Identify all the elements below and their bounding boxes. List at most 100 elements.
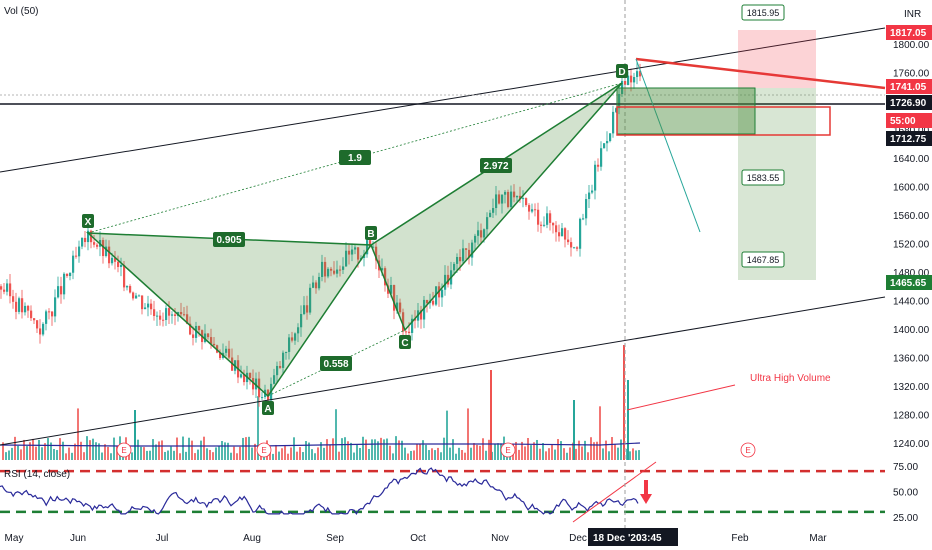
candle-body [6, 283, 9, 292]
candle-body [0, 286, 3, 290]
earnings-marker: E [261, 446, 266, 455]
volume-bar [536, 439, 538, 460]
candle-body [54, 297, 57, 317]
volume-bar [494, 443, 496, 460]
volume-bar [473, 443, 475, 460]
candle-body [597, 164, 600, 167]
price-tag-box [886, 95, 932, 110]
volume-bar [167, 450, 169, 460]
down-arrow-icon [640, 480, 652, 504]
volume-bar [575, 448, 577, 460]
volume-bar [314, 453, 316, 460]
volume-bar [296, 451, 298, 460]
candle-body [633, 77, 636, 83]
y-tick-label: 1240.00 [893, 439, 930, 450]
earnings-icon [500, 442, 516, 458]
volume-bar [65, 453, 67, 460]
volume-bar [614, 444, 616, 460]
volume-bar [158, 441, 160, 460]
volume-bar [482, 438, 484, 460]
candle-body [12, 296, 15, 302]
price-tag-label: 1817.05 [890, 28, 927, 39]
candle-body [297, 327, 300, 334]
candle-body [243, 374, 246, 383]
volume-bar [218, 446, 220, 460]
candle-body [210, 337, 213, 344]
pattern-point-a: A [264, 404, 271, 415]
rsi-trendline [572, 461, 657, 523]
volume-bar [329, 444, 331, 460]
volume-bar [431, 448, 433, 460]
volume-bar [32, 438, 34, 460]
volume-bar [440, 452, 442, 460]
candle-body [489, 212, 492, 218]
volume-bar [521, 441, 523, 460]
candle-body [528, 205, 531, 212]
candle-body [57, 286, 60, 298]
volume-bar [233, 446, 235, 460]
volume-bar [368, 448, 370, 460]
pattern-point-a-badge [262, 401, 274, 415]
earnings-icon [116, 442, 132, 458]
volume-bar [188, 437, 190, 460]
candle-body [594, 164, 597, 191]
candle-body [480, 230, 483, 238]
volume-bar [47, 438, 49, 460]
candle-body [405, 331, 408, 333]
volume-bar [605, 440, 607, 460]
volume-bar [629, 451, 631, 460]
candle-body [249, 372, 252, 379]
volume-bar [449, 447, 451, 460]
volume-bar [227, 442, 229, 460]
volume-bar [386, 438, 388, 460]
volume-bar [293, 437, 295, 460]
candle-body [336, 269, 339, 274]
candle-body [369, 240, 372, 247]
volume-bar [89, 440, 91, 460]
candle-body [459, 257, 462, 262]
candle-body [294, 333, 297, 341]
candle-body [48, 311, 51, 313]
candle-body [330, 268, 333, 271]
volume-bar [11, 447, 13, 460]
volume-bar [92, 438, 94, 460]
rsi-label: RSI (14, close) [4, 469, 70, 480]
candle-body [105, 246, 108, 257]
volume-bar [383, 439, 385, 460]
candle-body [300, 314, 303, 328]
y-tick-label: 1560.00 [893, 211, 930, 222]
volume-bar [620, 439, 622, 460]
candle-body [339, 269, 342, 271]
target-label: 1467.85 [747, 255, 780, 265]
volume-bar [68, 447, 70, 460]
ratio-label: 0.558 [323, 359, 348, 370]
candle-body [126, 286, 129, 288]
volume-bar [41, 447, 43, 460]
candle-body [513, 191, 516, 198]
candle-body [186, 314, 189, 324]
candle-body [618, 93, 621, 109]
pattern-point-c: C [401, 338, 408, 349]
candle-body [312, 282, 315, 288]
candle-body [213, 343, 216, 346]
candle-body [153, 309, 156, 317]
candle-body [537, 209, 540, 225]
volume-bar [590, 437, 592, 460]
x-tick-label: Feb [731, 533, 749, 544]
volume-bar [344, 437, 346, 460]
volume-bar [488, 439, 490, 460]
candle-body [24, 305, 27, 313]
candle-body [351, 249, 354, 255]
candle-body [372, 246, 375, 248]
candle-body [408, 331, 411, 333]
pattern-point-b: B [367, 229, 374, 240]
candle-body [195, 325, 198, 338]
volume-bar [419, 443, 421, 460]
candle-body [156, 315, 159, 317]
volume-bar [527, 438, 529, 460]
candle-body [585, 199, 588, 219]
candle-body [39, 328, 42, 335]
candle-body [624, 80, 627, 85]
candle-body [165, 308, 168, 320]
